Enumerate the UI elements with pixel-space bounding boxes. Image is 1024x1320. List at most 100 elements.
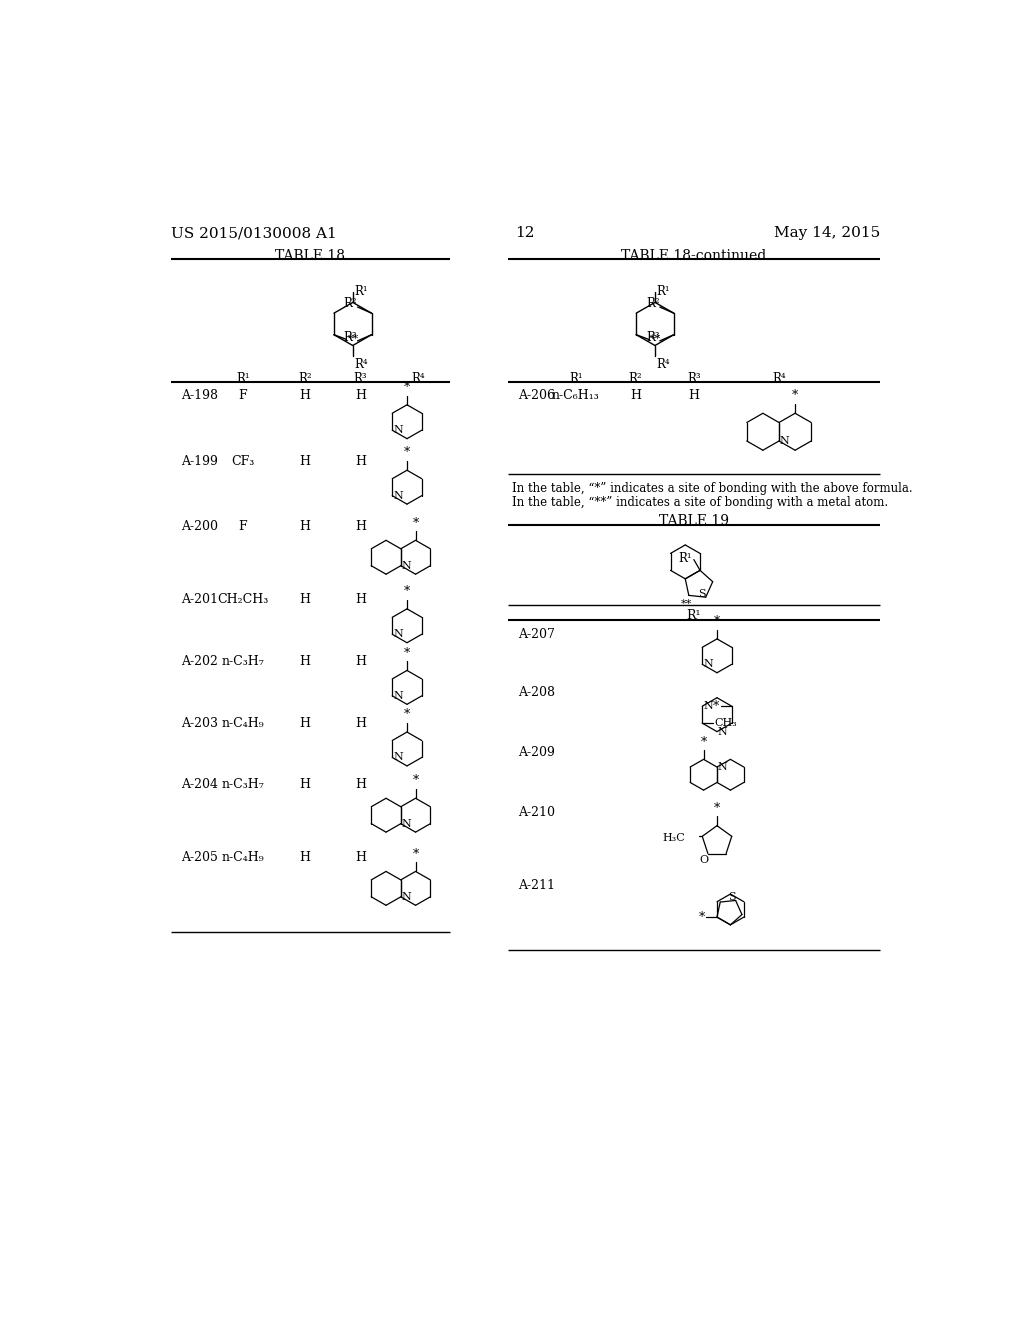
Text: *: *	[403, 709, 411, 721]
Text: A-208: A-208	[518, 686, 555, 698]
Text: *: *	[413, 775, 419, 788]
Text: A-211: A-211	[518, 879, 555, 892]
Text: N: N	[718, 762, 727, 772]
Text: A-199: A-199	[180, 455, 217, 467]
Text: H: H	[355, 851, 366, 865]
Text: n-C₃H₇: n-C₃H₇	[221, 779, 264, 791]
Text: A-201: A-201	[180, 594, 218, 606]
Text: N: N	[401, 818, 412, 829]
Text: n-C₄H₉: n-C₄H₉	[221, 717, 264, 730]
Text: n-C₃H₇: n-C₃H₇	[221, 655, 264, 668]
Text: H: H	[299, 851, 310, 865]
Text: *: *	[413, 516, 419, 529]
Text: H: H	[355, 655, 366, 668]
Text: R⁴: R⁴	[412, 372, 425, 384]
Text: H: H	[355, 594, 366, 606]
Text: A-203: A-203	[180, 717, 218, 730]
Text: A-198: A-198	[180, 389, 218, 403]
Text: R²: R²	[344, 297, 357, 310]
Text: H: H	[299, 389, 310, 403]
Text: A-206: A-206	[518, 389, 555, 403]
Text: R³: R³	[687, 372, 700, 384]
Text: R¹: R¹	[679, 552, 692, 565]
Text: R¹: R¹	[686, 609, 701, 622]
Text: R¹: R¹	[354, 285, 368, 298]
Text: In the table, “*” indicates a site of bonding with the above formula.: In the table, “*” indicates a site of bo…	[512, 482, 912, 495]
Text: *: *	[714, 615, 720, 628]
Text: R⁴: R⁴	[656, 358, 670, 371]
Text: H: H	[355, 520, 366, 533]
Text: R³: R³	[353, 372, 368, 384]
Text: F: F	[239, 520, 247, 533]
Text: H: H	[355, 455, 366, 467]
Text: N: N	[393, 690, 402, 701]
Text: n-C₄H₉: n-C₄H₉	[221, 851, 264, 865]
Text: S: S	[698, 589, 706, 599]
Text: n-C₆H₁₃: n-C₆H₁₃	[552, 389, 600, 403]
Text: R²: R²	[646, 297, 659, 310]
Text: H: H	[630, 389, 641, 403]
Text: N: N	[393, 752, 402, 763]
Text: N: N	[393, 425, 402, 436]
Text: *: *	[403, 585, 411, 598]
Text: R¹: R¹	[236, 372, 250, 384]
Text: H: H	[355, 717, 366, 730]
Text: R⁴: R⁴	[354, 358, 368, 371]
Text: **: **	[650, 334, 662, 345]
Text: H: H	[299, 717, 310, 730]
Text: **: **	[681, 599, 692, 609]
Text: R¹: R¹	[656, 285, 670, 298]
Text: **: **	[348, 334, 359, 345]
Text: *: *	[713, 700, 720, 713]
Text: TABLE 18-continued: TABLE 18-continued	[622, 249, 766, 263]
Text: TABLE 18: TABLE 18	[275, 249, 345, 263]
Text: *: *	[403, 647, 411, 660]
Text: CH₂CH₃: CH₂CH₃	[217, 594, 268, 606]
Text: N: N	[703, 659, 713, 669]
Text: *: *	[698, 911, 705, 924]
Text: In the table, “**” indicates a site of bonding with a metal atom.: In the table, “**” indicates a site of b…	[512, 496, 888, 508]
Text: TABLE 19: TABLE 19	[658, 515, 729, 528]
Text: *: *	[413, 847, 419, 861]
Text: *: *	[700, 735, 707, 748]
Text: O: O	[699, 855, 709, 865]
Text: R³: R³	[344, 331, 357, 345]
Text: CF₃: CF₃	[231, 455, 254, 467]
Text: H₃C: H₃C	[663, 833, 685, 843]
Text: N: N	[401, 561, 412, 570]
Text: CH₃: CH₃	[715, 718, 737, 729]
Text: S: S	[728, 892, 735, 903]
Text: N: N	[718, 726, 727, 737]
Text: N: N	[393, 491, 402, 500]
Text: N: N	[393, 630, 402, 639]
Text: F: F	[239, 389, 247, 403]
Text: A-210: A-210	[518, 807, 555, 818]
Text: H: H	[299, 655, 310, 668]
Text: H: H	[355, 779, 366, 791]
Text: *: *	[792, 389, 799, 403]
Text: R¹: R¹	[569, 372, 583, 384]
Text: A-200: A-200	[180, 520, 218, 533]
Text: US 2015/0130008 A1: US 2015/0130008 A1	[171, 226, 336, 240]
Text: A-205: A-205	[180, 851, 217, 865]
Text: R⁴: R⁴	[772, 372, 785, 384]
Text: 12: 12	[515, 226, 535, 240]
Text: A-209: A-209	[518, 746, 555, 759]
Text: N: N	[779, 436, 790, 446]
Text: N: N	[703, 701, 713, 711]
Text: R²: R²	[629, 372, 642, 384]
Text: H: H	[688, 389, 699, 403]
Text: H: H	[299, 594, 310, 606]
Text: A-202: A-202	[180, 655, 217, 668]
Text: H: H	[299, 779, 310, 791]
Text: *: *	[403, 446, 411, 459]
Text: R²: R²	[298, 372, 311, 384]
Text: H: H	[299, 455, 310, 467]
Text: A-207: A-207	[518, 628, 555, 642]
Text: R³: R³	[646, 331, 659, 345]
Text: *: *	[714, 803, 720, 814]
Text: N: N	[401, 892, 412, 902]
Text: H: H	[355, 389, 366, 403]
Text: *: *	[403, 381, 411, 395]
Text: May 14, 2015: May 14, 2015	[773, 226, 880, 240]
